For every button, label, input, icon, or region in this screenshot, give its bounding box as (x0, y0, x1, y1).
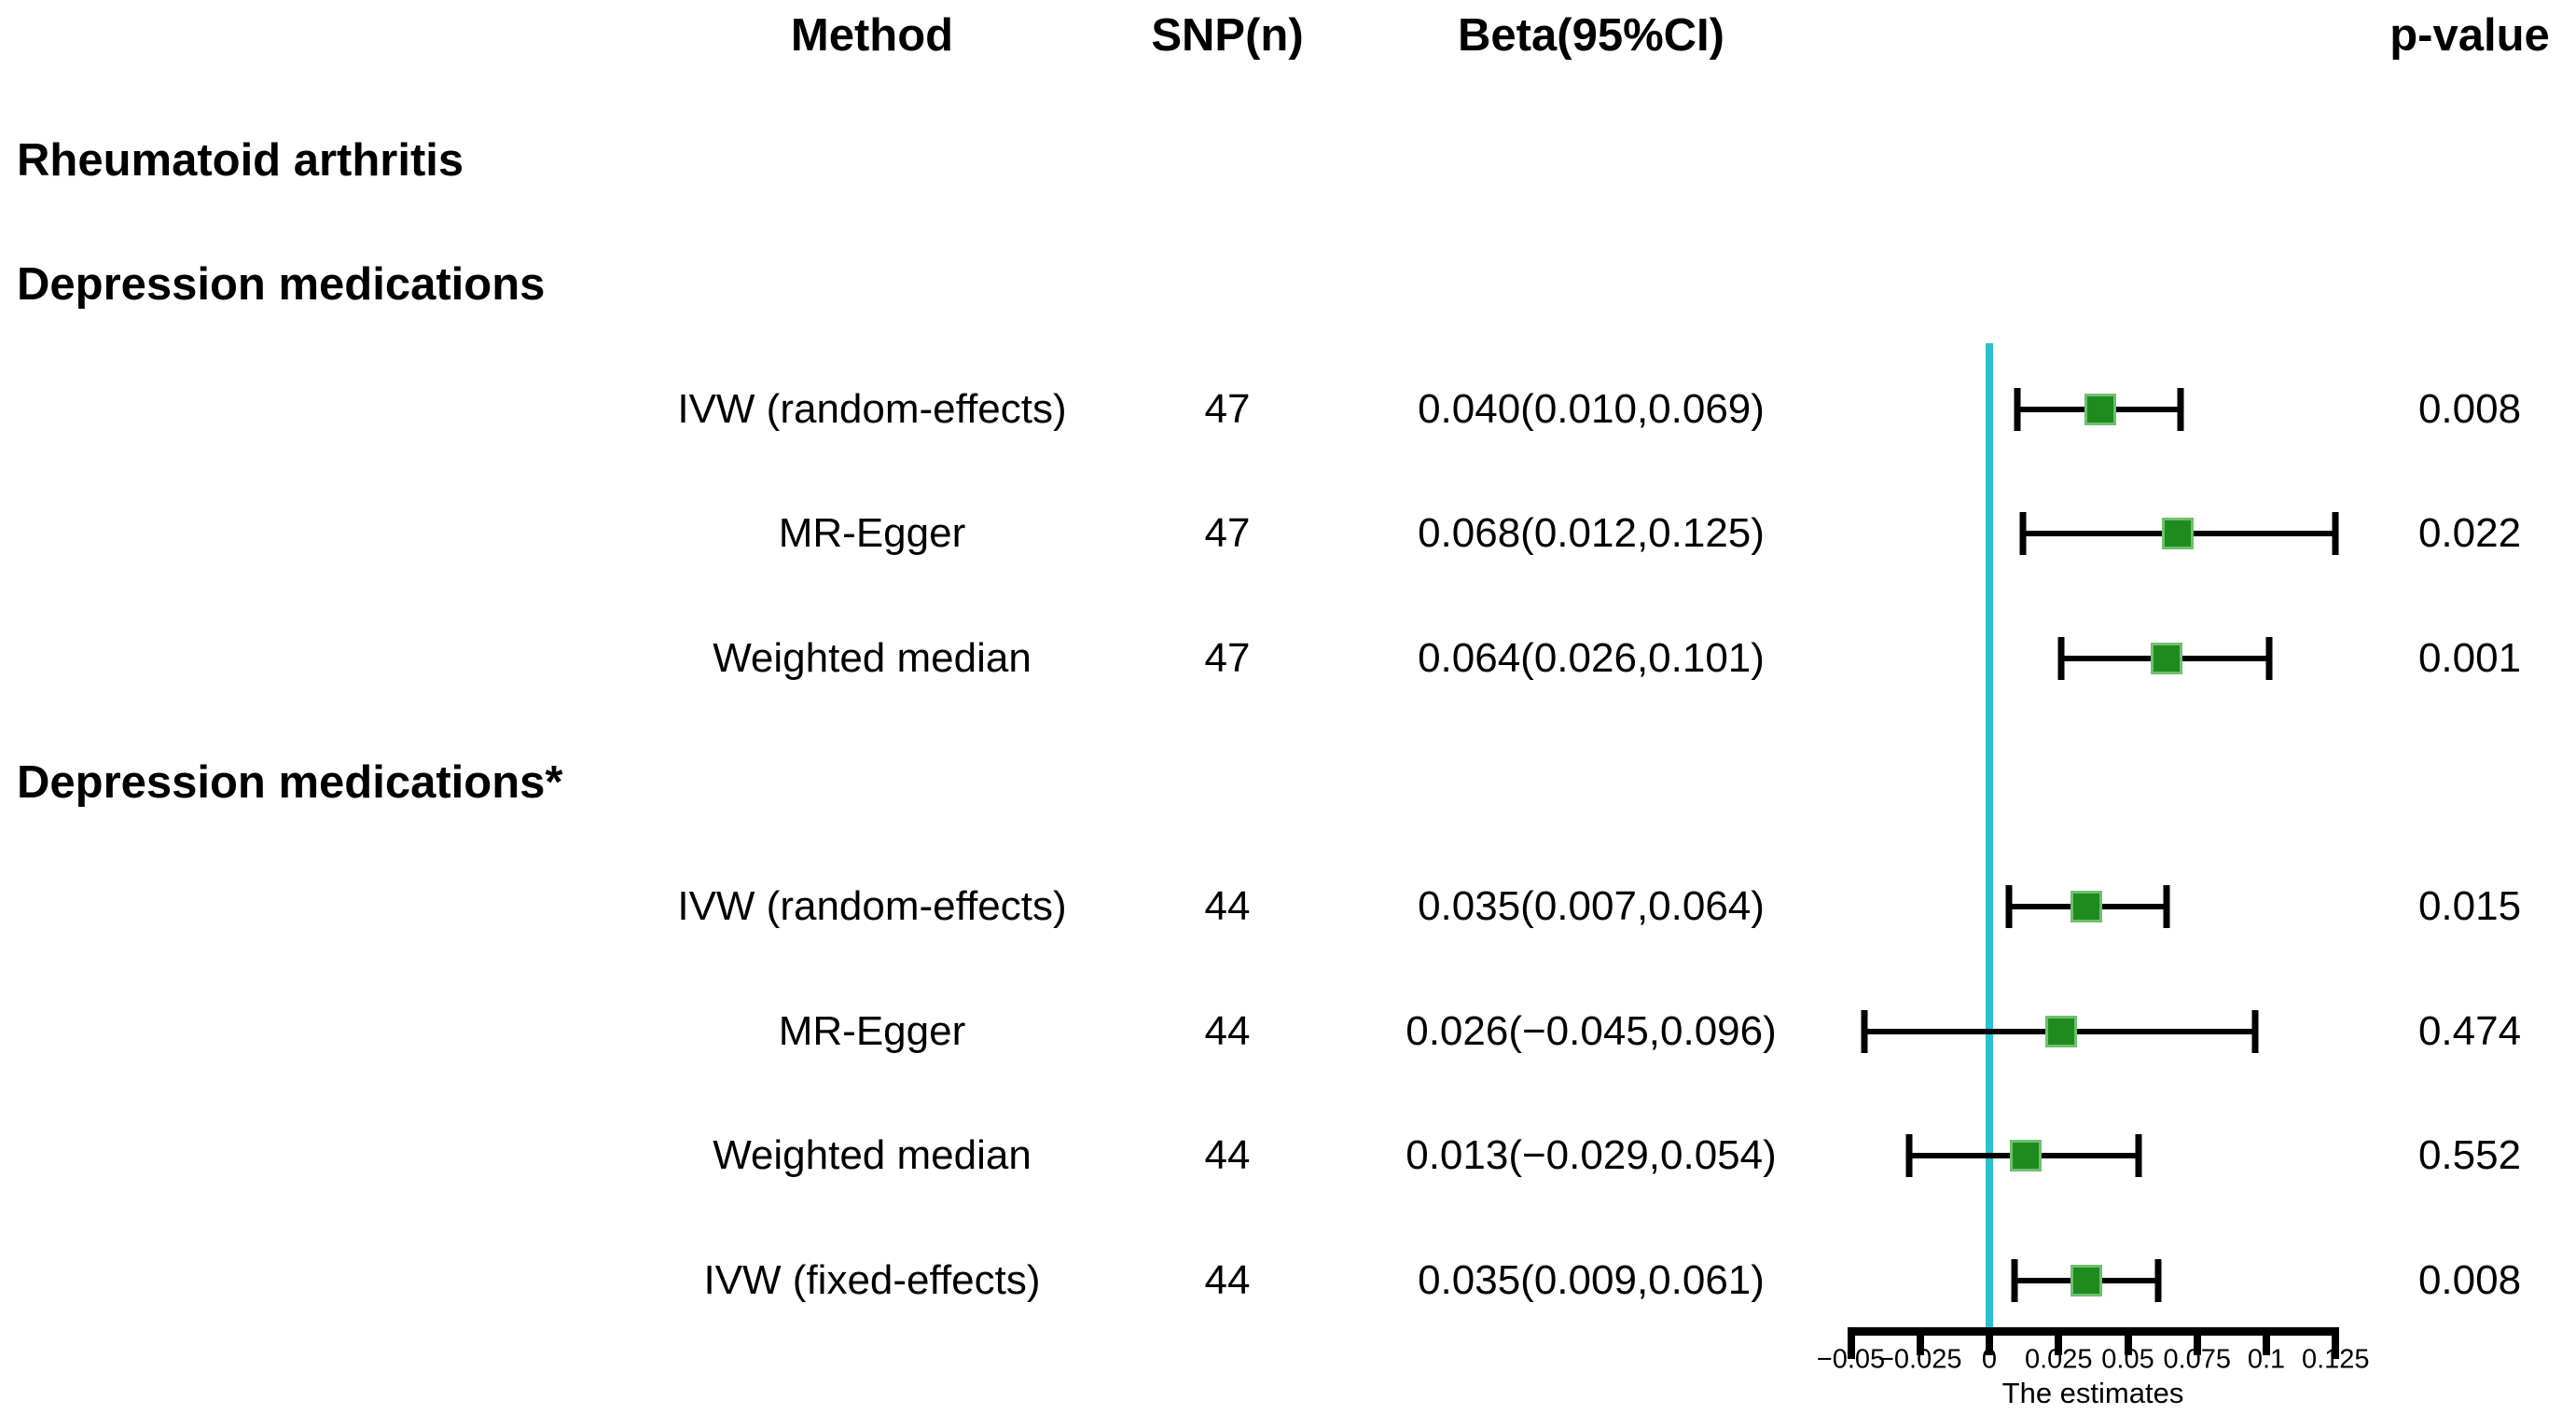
ci-cap-left (2011, 1258, 2018, 1302)
snp-count: 44 (1204, 1256, 1251, 1303)
p-value: 0.008 (2417, 385, 2522, 432)
column-header-snp: SNP(n) (1151, 10, 1304, 61)
column-header-pvalue: p-value (2389, 10, 2550, 61)
beta-ci-text: 0.035(0.007,0.064) (1418, 883, 1765, 930)
column-header-method: Method (790, 10, 954, 61)
beta-ci-text: 0.013(−0.029,0.054) (1406, 1132, 1777, 1179)
ci-cap-left (2005, 885, 2013, 929)
p-value: 0.008 (2417, 1256, 2522, 1303)
group-heading: Depression medications* (17, 757, 563, 808)
ci-cap-left (2019, 512, 2027, 556)
snp-count: 47 (1204, 510, 1251, 557)
x-axis-tick (1916, 1327, 1924, 1355)
beta-marker (2045, 1015, 2078, 1047)
x-axis-tick-label: −0.05 (1816, 1344, 1886, 1375)
group-heading: Rheumatoid arthritis (17, 135, 464, 186)
snp-count: 47 (1204, 385, 1251, 432)
beta-marker (2161, 518, 2194, 550)
x-axis-line (1847, 1327, 2340, 1336)
x-axis-tick (2124, 1327, 2132, 1355)
p-value: 0.552 (2417, 1132, 2522, 1179)
ci-cap-right (2332, 512, 2339, 556)
beta-ci-text: 0.068(0.012,0.125) (1418, 510, 1765, 557)
beta-marker (2151, 642, 2183, 674)
ci-cap-left (1861, 1009, 1868, 1053)
x-axis-tick-label: 0.125 (2301, 1344, 2370, 1375)
x-axis-tick-label: 0 (1981, 1344, 1998, 1375)
ci-cap-right (2265, 636, 2273, 680)
x-axis-tick (2193, 1327, 2201, 1355)
x-axis-tick (2055, 1327, 2063, 1355)
ci-cap-right (2251, 1009, 2259, 1053)
row-method-label: Weighted median (713, 1132, 1032, 1179)
beta-ci-text: 0.064(0.026,0.101) (1418, 634, 1765, 681)
row-method-label: MR-Egger (778, 510, 966, 557)
beta-marker (2070, 1264, 2102, 1296)
x-axis-tick (2332, 1327, 2340, 1359)
x-axis-tick-label: 0.05 (2101, 1344, 2154, 1375)
row-method-label: Weighted median (713, 634, 1032, 681)
x-axis-title: The estimates (2001, 1377, 2184, 1409)
beta-marker (2009, 1140, 2042, 1172)
p-value: 0.474 (2417, 1007, 2522, 1054)
group-heading: Depression medications (17, 259, 546, 311)
beta-marker (2084, 393, 2116, 425)
ci-cap-left (2014, 387, 2021, 431)
snp-count: 47 (1204, 634, 1251, 681)
ci-cap-right (2154, 1258, 2162, 1302)
snp-count: 44 (1204, 1007, 1251, 1054)
beta-ci-text: 0.035(0.009,0.061) (1418, 1256, 1765, 1303)
ci-cap-right (2163, 885, 2170, 929)
p-value: 0.022 (2417, 510, 2522, 557)
beta-marker (2070, 891, 2102, 923)
row-method-label: IVW (random-effects) (677, 385, 1067, 432)
x-axis-tick-label: −0.025 (1877, 1344, 1962, 1375)
p-value: 0.015 (2417, 883, 2522, 930)
x-axis-tick (2263, 1327, 2270, 1355)
beta-ci-text: 0.040(0.010,0.069) (1418, 385, 1765, 432)
row-method-label: IVW (random-effects) (677, 883, 1067, 930)
x-axis-tick-label: 0.1 (2247, 1344, 2286, 1375)
beta-ci-text: 0.026(−0.045,0.096) (1406, 1007, 1777, 1054)
row-method-label: IVW (fixed-effects) (703, 1256, 1041, 1303)
ci-cap-left (1905, 1134, 1913, 1178)
x-axis-tick-label: 0.075 (2163, 1344, 2232, 1375)
zero-reference-line (1986, 343, 1993, 1327)
row-method-label: MR-Egger (778, 1007, 966, 1054)
ci-cap-right (2135, 1134, 2142, 1178)
p-value: 0.001 (2417, 634, 2522, 681)
snp-count: 44 (1204, 1132, 1251, 1179)
snp-count: 44 (1204, 883, 1251, 930)
x-axis-tick-label: 0.025 (2024, 1344, 2093, 1375)
column-header-beta: Beta(95%CI) (1458, 10, 1724, 61)
x-axis-tick (1986, 1327, 1993, 1355)
ci-cap-right (2177, 387, 2184, 431)
x-axis-tick (1847, 1327, 1855, 1359)
ci-cap-left (2057, 636, 2065, 680)
